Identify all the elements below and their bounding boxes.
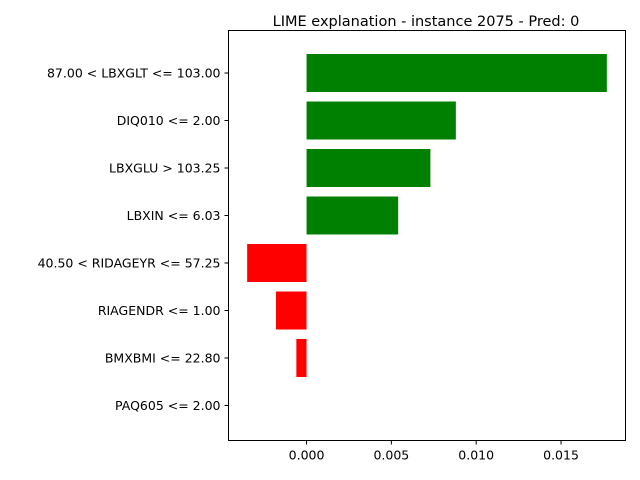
x-ticks: 0.000 0.005 0.010 0.015 bbox=[289, 440, 579, 463]
y-tick-label-6: BMXBMI <= 22.80 bbox=[105, 351, 221, 366]
x-tick-label-2: 0.010 bbox=[458, 448, 494, 463]
bar-6 bbox=[296, 339, 307, 377]
bars-group bbox=[247, 54, 607, 377]
x-tick-label-1: 0.005 bbox=[373, 448, 409, 463]
x-tick-label-0: 0.000 bbox=[289, 448, 325, 463]
bar-5 bbox=[276, 291, 307, 330]
plot-frame bbox=[228, 30, 626, 441]
y-tick-label-2: LBXGLU > 103.25 bbox=[109, 161, 220, 176]
y-tick-label-5: RIAGENDR <= 1.00 bbox=[98, 303, 221, 318]
bar-4 bbox=[247, 244, 307, 282]
y-tick-label-0: 87.00 < LBXGLT <= 103.00 bbox=[47, 66, 221, 81]
y-tick-label-7: PAQ605 <= 2.00 bbox=[115, 398, 221, 413]
y-tick-labels: 87.00 < LBXGLT <= 103.00 DIQ010 <= 2.00 LB… bbox=[38, 66, 229, 413]
x-tick-label-3: 0.015 bbox=[543, 448, 579, 463]
bar-3 bbox=[306, 196, 399, 235]
y-tick-label-1: DIQ010 <= 2.00 bbox=[117, 113, 221, 128]
bar-0 bbox=[306, 54, 607, 92]
y-tick-label-4: 40.50 < RIDAGEYR <= 57.25 bbox=[38, 256, 221, 271]
chart-title: LIME explanation - instance 2075 - Pred:… bbox=[273, 14, 580, 30]
bar-2 bbox=[306, 149, 431, 187]
bar-1 bbox=[306, 101, 456, 140]
y-tick-label-3: LBXIN <= 6.03 bbox=[127, 208, 221, 223]
